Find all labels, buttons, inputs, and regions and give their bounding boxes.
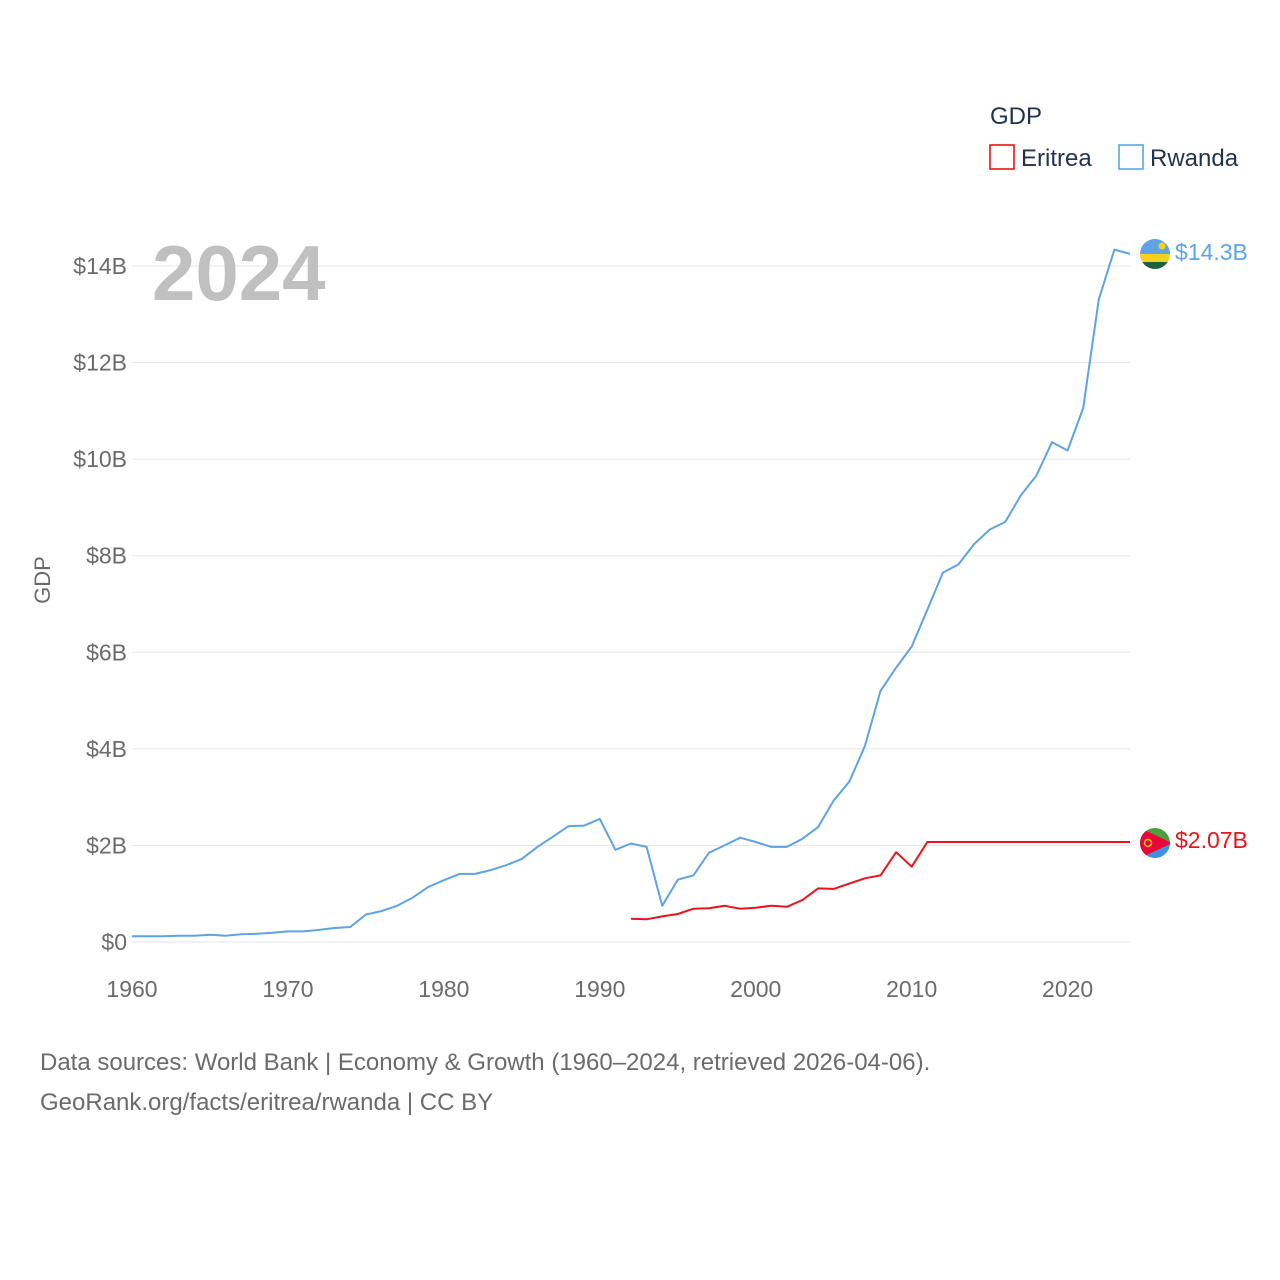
eritrea-flag-icon bbox=[1140, 828, 1170, 858]
legend-swatch-eritrea[interactable] bbox=[989, 144, 1015, 170]
y-tick-label: $12B bbox=[73, 350, 127, 376]
rwanda-end-label: $14.3B bbox=[1175, 239, 1248, 265]
rwanda-flag-icon bbox=[1140, 239, 1170, 269]
source-footer: Data sources: World Bank | Economy & Gro… bbox=[40, 1043, 930, 1123]
y-tick-label: $4B bbox=[86, 736, 127, 762]
year-watermark: 2024 bbox=[152, 229, 326, 317]
y-tick-label: $10B bbox=[73, 446, 127, 472]
source-line: Data sources: World Bank | Economy & Gro… bbox=[40, 1049, 931, 1076]
gridlines bbox=[132, 265, 1130, 943]
series-line-eritrea[interactable] bbox=[630, 841, 1130, 921]
x-tick-label: 2020 bbox=[1042, 976, 1093, 1002]
x-tick-label: 2010 bbox=[886, 976, 937, 1002]
legend-title: GDP bbox=[990, 103, 1042, 130]
legend-swatch-rwanda[interactable] bbox=[1118, 144, 1144, 170]
x-tick-label: 1970 bbox=[262, 976, 313, 1002]
series-lines bbox=[132, 248, 1131, 938]
y-tick-label: $0 bbox=[101, 929, 127, 955]
x-tick-label: 2000 bbox=[730, 976, 781, 1002]
y-tick-label: $14B bbox=[73, 253, 127, 279]
legend-label-eritrea[interactable]: Eritrea bbox=[1021, 145, 1092, 172]
y-tick-label: $6B bbox=[86, 639, 127, 665]
legend: GDP Eritrea Rwanda bbox=[989, 103, 1239, 172]
y-axis-label: GDP bbox=[30, 556, 55, 604]
legend-label-rwanda[interactable]: Rwanda bbox=[1150, 145, 1239, 172]
x-axis-ticks: 1960 1970 1980 1990 2000 2010 2020 bbox=[106, 976, 1093, 1002]
attribution-line[interactable]: GeoRank.org/facts/eritrea/rwanda | CC BY bbox=[40, 1089, 494, 1116]
y-tick-label: $8B bbox=[86, 543, 127, 569]
x-tick-label: 1960 bbox=[106, 976, 157, 1002]
x-tick-label: 1980 bbox=[418, 976, 469, 1002]
eritrea-end-label: $2.07B bbox=[1175, 827, 1248, 853]
gdp-line-chart: $0$2B$4B$6B$8B$10B$12B$14B 1960 1970 1980 1… bbox=[30, 103, 1248, 1002]
x-tick-label: 1990 bbox=[574, 976, 625, 1002]
y-tick-label: $2B bbox=[86, 832, 127, 858]
y-axis-ticks: $0 $2B $4B $6B $8B $10B $12B $14B bbox=[73, 253, 127, 955]
series-line-rwanda[interactable] bbox=[132, 248, 1131, 938]
